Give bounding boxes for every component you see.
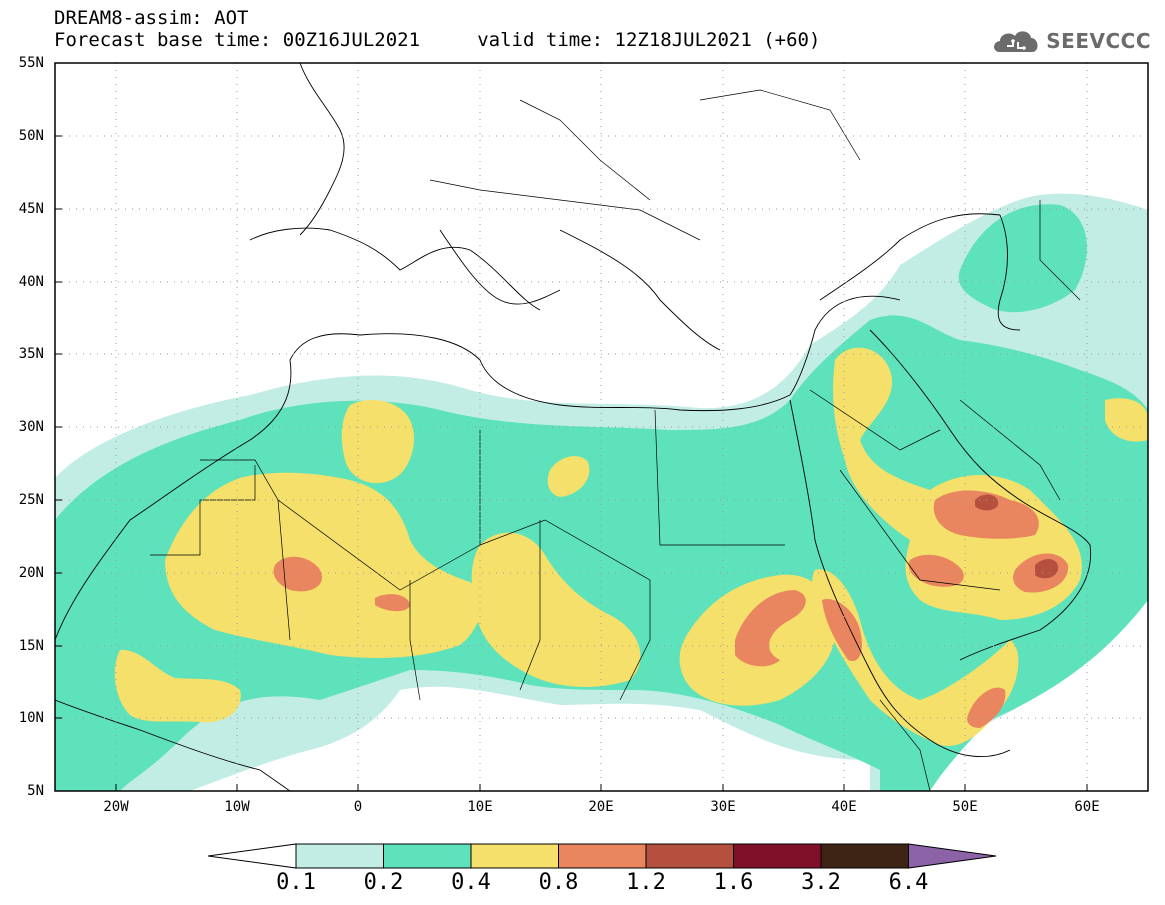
colorbar-label: 1.6 <box>713 870 754 895</box>
aot-contour-0.8-arabia-s <box>908 554 964 587</box>
cloud-icon <box>994 31 1038 52</box>
lat-label: 10N <box>18 710 44 726</box>
colorbar-label: 6.4 <box>888 870 929 895</box>
lon-label: 10E <box>467 799 493 815</box>
aot-contour-0.8-sudan <box>735 590 806 667</box>
aot-contour-0.8-niger <box>375 594 410 612</box>
aot-contour-0.8-redsea <box>822 599 862 661</box>
colorbar-label: 0.4 <box>451 870 491 895</box>
lat-label: 35N <box>18 346 44 362</box>
lon-label: 20W <box>103 799 129 815</box>
aot-contour-0.4-algeria <box>341 400 415 484</box>
lat-label: 30N <box>18 419 44 435</box>
colorbar-label: 0.8 <box>538 870 579 895</box>
coastlines <box>55 63 1092 791</box>
lon-label: 30E <box>710 799 736 815</box>
lat-label: 50N <box>18 128 44 144</box>
lat-lon-grid <box>55 63 1148 791</box>
aot-contour-0.4-chad <box>471 532 641 687</box>
aot-contour-1.2-b <box>975 494 999 511</box>
aot-contour-0.4-iran <box>1105 398 1148 442</box>
aot-contour-0.4-redsea <box>812 569 1019 746</box>
country-borders <box>150 89 1081 791</box>
aot-contour-0.2-caspian <box>958 204 1087 313</box>
lat-label: 55N <box>18 55 44 71</box>
aot-contour-0.8-somalia <box>967 687 1006 728</box>
aot-contour-0.8-mali <box>273 556 322 592</box>
colorbar-label: 0.2 <box>363 870 404 895</box>
logo-text: SEEVCCC <box>1046 29 1151 53</box>
title-line-2: Forecast base time: 00Z16JUL2021 valid t… <box>54 29 821 51</box>
aot-contour-0.4-westafrica <box>114 649 241 723</box>
lat-label: 45N <box>18 201 44 217</box>
lon-label: 50E <box>952 799 978 815</box>
aot-contour-0.4-arabia <box>833 347 1082 620</box>
lon-label: 20E <box>588 799 614 815</box>
aot-contour-0.4-sahara-west <box>165 472 481 658</box>
lon-label: 40E <box>831 799 857 815</box>
lon-label: 60E <box>1074 799 1100 815</box>
colorbar-label: 1.2 <box>626 870 666 895</box>
colorbar-label: 0.1 <box>276 870 316 895</box>
lat-label: 25N <box>18 492 44 508</box>
title-line-1: DREAM8-assim: AOT <box>54 7 249 29</box>
lat-label: 40N <box>18 274 44 290</box>
lon-label: 10W <box>224 799 250 815</box>
aot-contour-0.8-arabia-n <box>933 490 1039 539</box>
seevccc-logo: SEEVCCC <box>990 24 1151 58</box>
lat-label: 5N <box>27 783 44 799</box>
lat-label: 20N <box>18 565 44 581</box>
lon-label: 0 <box>353 799 363 815</box>
colorbar-label: 3.2 <box>801 870 841 895</box>
aot-contour-1.2 <box>1035 558 1059 579</box>
aot-contour-0.4-libya <box>547 456 590 497</box>
lat-label: 15N <box>18 638 44 654</box>
axis-ticks <box>55 62 1088 791</box>
